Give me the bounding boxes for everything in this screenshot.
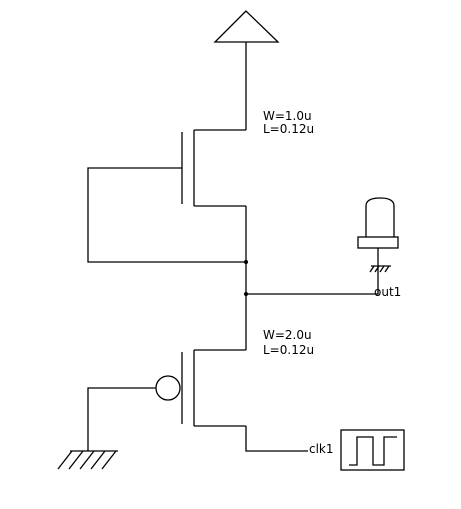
- input-node-label: clk1: [309, 442, 334, 456]
- pmos-length-label: L=0.12u: [263, 122, 315, 136]
- probe-icon: [357, 197, 399, 273]
- output-node-label: out1: [374, 285, 402, 299]
- pmos-gate-wire: [87, 167, 246, 263]
- nmos-width-label: W=2.0u: [263, 328, 312, 342]
- pulse-source-icon: [340, 429, 405, 471]
- gate-ground-wire: [87, 387, 156, 451]
- ground-icon: [57, 450, 118, 470]
- inversion-bubble-icon: [155, 375, 181, 401]
- vdd-supply-icon: [213, 10, 280, 43]
- pmos-transistor: [181, 129, 246, 207]
- pmos-width-label: W=1.0u: [263, 109, 312, 123]
- nmos-length-label: L=0.12u: [263, 343, 315, 357]
- output-wire: [246, 266, 379, 295]
- clock-wire: [245, 426, 308, 452]
- nmos-transistor: [181, 349, 246, 427]
